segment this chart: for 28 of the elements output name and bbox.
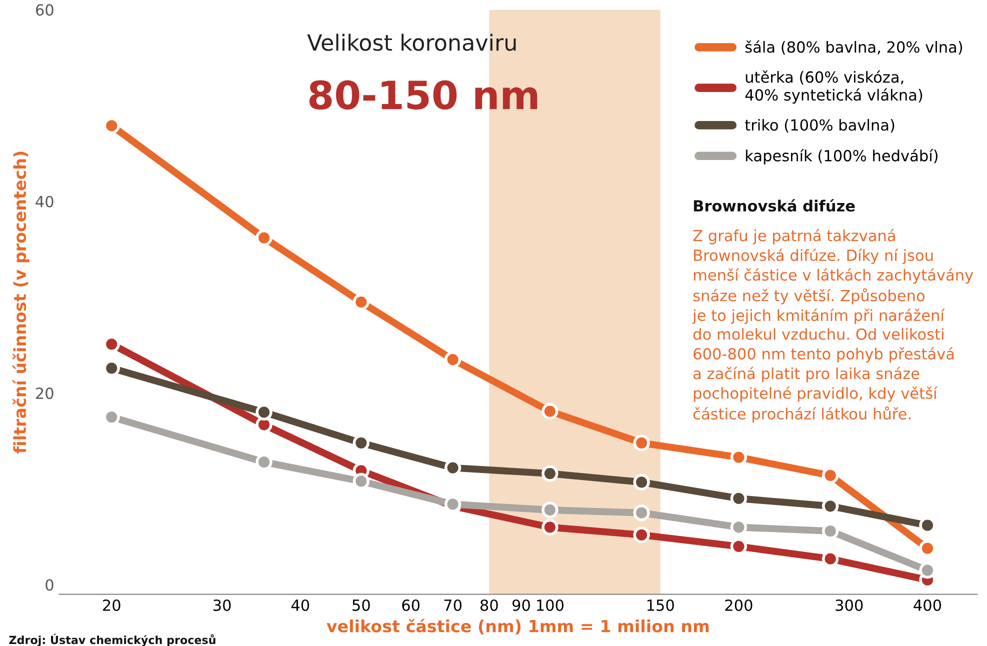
text: Zdroj: Ústav chemických procesů (9, 634, 216, 646)
y-tick-label: 40 (36, 196, 54, 208)
text: Z grafu je patrná takzvaná Brownovská difúze. Díky ní jsou menší částice v látkách zachytávány snáze než ty větší. Způsobeno je to jejich kmitáním při narážení do molekul vzduchu. Od velikosti 600-800 nm tento pohyb přestává a začíná platit pro laika snáze pochopitelné pravidlo, kdy větší částice prochází látkou hůře. (692, 228, 974, 423)
y-tick-label: 60 (36, 4, 54, 16)
x-tick-label: 90 (512, 599, 530, 612)
x-tick-label: 80 (480, 599, 498, 612)
x-tick-label: 300 (836, 599, 863, 612)
x-tick-label: 200 (725, 599, 752, 612)
x-tick-label: 30 (213, 599, 231, 612)
x-tick-label: 40 (291, 599, 310, 612)
x-tick-label: 20 (103, 599, 120, 612)
y-tick-label: 20 (36, 388, 54, 400)
x-tick-label: 400 (914, 599, 942, 612)
y-tick-label: 0 (46, 579, 54, 591)
annotation: Brownovská difúze (694, 199, 855, 212)
annotation: Velikost koronaviru (307, 34, 516, 51)
x-tick-label: 100 (537, 599, 564, 612)
y-axis-title: filtrační účinnost (v procentech) (12, 152, 30, 454)
legend-label: šála (80% bavlna, 20% vlna) (745, 40, 962, 55)
x-axis-title: velikost částice (nm) 1mm = 1 milion nm (326, 618, 709, 634)
legend-label: utěrka (60% viskóza, 40% syntetická vlákna) (745, 70, 922, 104)
x-tick-label: 50 (352, 599, 370, 612)
legend-label: triko (100% bavlna) (745, 118, 894, 133)
legend-label: kapesník (100% hedvábí) (746, 149, 938, 164)
x-tick-label: 60 (402, 599, 420, 612)
x-tick-label: 70 (444, 599, 462, 612)
annotation: 80-150 nm (309, 80, 538, 110)
x-tick-label: 150 (647, 599, 674, 612)
